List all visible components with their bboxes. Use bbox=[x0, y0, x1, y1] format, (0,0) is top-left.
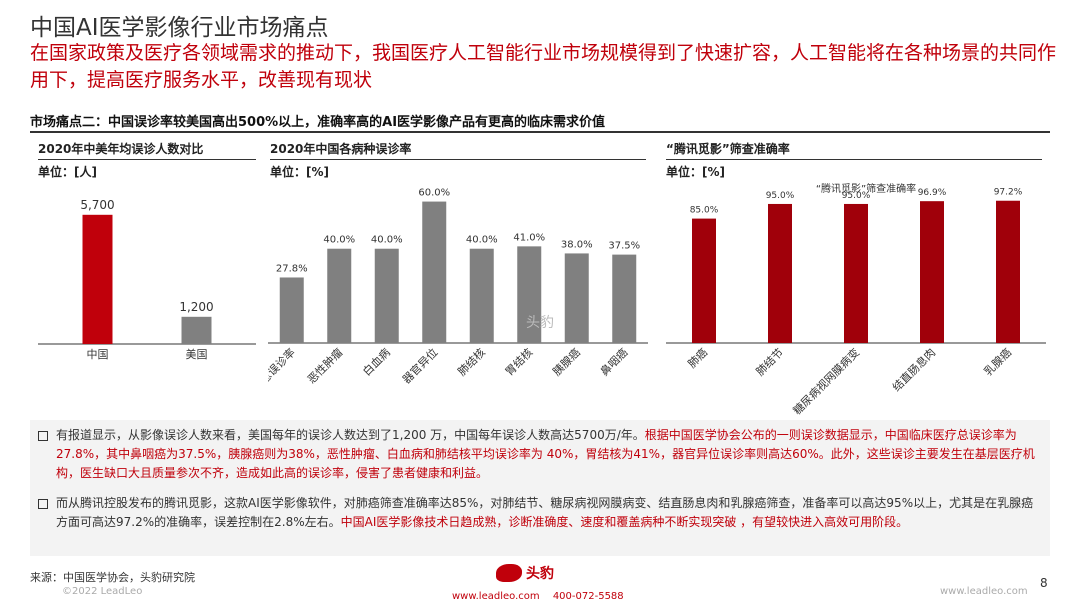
page-number: 8 bbox=[1040, 576, 1048, 590]
category-label-1: 美国 bbox=[186, 348, 208, 361]
bar-7 bbox=[612, 254, 637, 343]
note-paragraph-1: 有报道显示，从影像误诊人数来看，美国每年的误诊人数达到了1,200 万，中国每年… bbox=[30, 426, 1040, 483]
bar-4 bbox=[996, 200, 1020, 343]
copyright: ©2022 LeadLeo bbox=[62, 586, 143, 597]
note-2-text: 而从腾讯控股发布的腾讯觅影，这款AI医学影像软件，对肺癌筛查准确率达85%，对肺… bbox=[56, 496, 1034, 529]
bar-5 bbox=[517, 246, 542, 343]
bar-0 bbox=[279, 277, 304, 343]
chart-legend-label: “腾讯觅影”筛查准确率 bbox=[816, 182, 916, 195]
data-label-1: 1,200 bbox=[179, 300, 213, 314]
note-1-text: 有报道显示，从影像误诊人数来看，美国每年的误诊人数达到了1,200 万，中国每年… bbox=[56, 428, 645, 442]
checkbox-bullet-icon bbox=[38, 431, 48, 441]
left-bar-chart: 5,700 中国 1,200 美国 bbox=[38, 198, 256, 361]
category-label-4: 肺结核 bbox=[455, 345, 488, 378]
footer-site[interactable]: www.leadleo.com bbox=[940, 586, 1028, 597]
bar-3 bbox=[920, 201, 944, 343]
category-label-0: 肺癌 bbox=[685, 345, 710, 370]
data-label-0: 5,700 bbox=[80, 198, 114, 212]
leadleo-logo: 头豹 bbox=[496, 563, 554, 583]
data-label-1: 40.0% bbox=[323, 235, 355, 246]
bar-0 bbox=[692, 218, 716, 343]
note-2-highlight: 中国AI医学影像技术日趋成熟，诊断准确度、速度和覆盖病种不断实现突破 ，有望较快… bbox=[340, 515, 909, 529]
category-label-3: 结直肠息肉 bbox=[889, 345, 938, 394]
data-label-2: 95.0% bbox=[842, 191, 871, 201]
leopard-logo-icon bbox=[496, 564, 522, 582]
category-label-6: 胰腺癌 bbox=[550, 345, 583, 378]
bar-1 bbox=[181, 316, 212, 344]
bar-3 bbox=[422, 201, 447, 343]
notes-box: 有报道显示，从影像误诊人数来看，美国每年的误诊人数达到了1,200 万，中国每年… bbox=[30, 420, 1050, 556]
phone-number: 400-072-5588 bbox=[552, 591, 624, 602]
right-chart-header: “腾讯觅影”筛查准确率 bbox=[666, 140, 1042, 160]
note-1-highlight: 根据中国医学协会公布的一则误诊数据显示，中国临床医疗总误诊率为27.8%，其中鼻… bbox=[56, 428, 1035, 480]
data-label-7: 37.5% bbox=[608, 241, 640, 252]
data-label-5: 41.0% bbox=[513, 232, 545, 243]
left-chart-header: 2020年中美年均误诊人数对比 bbox=[38, 140, 256, 160]
category-label-0: 临床总误诊率 bbox=[268, 345, 298, 402]
bar-2 bbox=[844, 203, 868, 343]
section-title: 市场痛点二：中国误诊率较美国高出500%以上，准确率高的AI医学影像产品有更高的… bbox=[30, 115, 606, 130]
source-note: 来源：中国医学协会，头豹研究院 bbox=[30, 571, 195, 584]
footer-contact: www.leadleo.com 400-072-5588 bbox=[452, 591, 634, 602]
bar-1 bbox=[327, 248, 352, 343]
category-label-3: 器官异位 bbox=[399, 345, 440, 386]
data-label-0: 85.0% bbox=[690, 206, 719, 216]
category-label-1: 恶性肿瘤 bbox=[304, 345, 345, 386]
data-label-3: 96.9% bbox=[918, 188, 947, 198]
data-label-6: 38.0% bbox=[561, 239, 593, 250]
bar-6 bbox=[564, 253, 589, 343]
bar-4 bbox=[469, 248, 494, 343]
note-paragraph-2: 而从腾讯控股发布的腾讯觅影，这款AI医学影像软件，对肺癌筛查准确率达85%，对肺… bbox=[30, 494, 1040, 532]
bar-0 bbox=[82, 214, 113, 344]
left-chart-unit: 单位：[人] bbox=[38, 165, 97, 179]
category-label-1: 肺结节 bbox=[754, 346, 787, 379]
middle-chart-unit: 单位：[%] bbox=[270, 165, 329, 179]
checkbox-bullet-icon bbox=[38, 499, 48, 509]
right-bar-chart: 85.0% 肺癌 95.0% 肺结节 95.0% 糖尿病视网膜病变 96.9% 结直肠息肉 97… bbox=[666, 182, 1046, 417]
data-label-0: 27.8% bbox=[276, 263, 308, 274]
category-label-0: 中国 bbox=[87, 348, 109, 361]
section-bar: 市场痛点二：中国误诊率较美国高出500%以上，准确率高的AI医学影像产品有更高的… bbox=[30, 111, 1050, 133]
category-label-2: 白血病 bbox=[360, 345, 393, 378]
page-title: 中国AI医学影像行业市场痛点 bbox=[30, 15, 329, 41]
category-label-5: 胃结核 bbox=[502, 345, 535, 378]
data-label-2: 40.0% bbox=[371, 235, 403, 246]
data-label-3: 60.0% bbox=[418, 188, 450, 199]
middle-bar-chart: 27.8% 临床总误诊率 40.0% 恶性肿瘤 40.0% 白血病 60.0% 器官异位 40.… bbox=[268, 188, 648, 402]
data-label-1: 95.0% bbox=[766, 191, 795, 201]
bar-2 bbox=[374, 248, 399, 343]
category-label-4: 乳腺癌 bbox=[981, 345, 1014, 378]
page-subtitle: 在国家政策及医疗各领域需求的推动下，我国医疗人工智能行业市场规模得到了快速扩容，… bbox=[30, 42, 1057, 91]
website-link[interactable]: www.leadleo.com bbox=[452, 591, 540, 602]
right-chart-unit: 单位：[%] bbox=[666, 165, 725, 179]
data-label-4: 97.2% bbox=[994, 188, 1023, 198]
logo-text: 头豹 bbox=[526, 566, 554, 582]
middle-chart-header: 2020年中国各病种误诊率 bbox=[270, 140, 646, 160]
category-label-2: 糖尿病视网膜病变 bbox=[790, 345, 862, 417]
watermark: 头豹 bbox=[526, 315, 554, 331]
bar-1 bbox=[768, 203, 792, 343]
category-label-7: 鼻咽癌 bbox=[597, 345, 630, 378]
data-label-4: 40.0% bbox=[466, 235, 498, 246]
